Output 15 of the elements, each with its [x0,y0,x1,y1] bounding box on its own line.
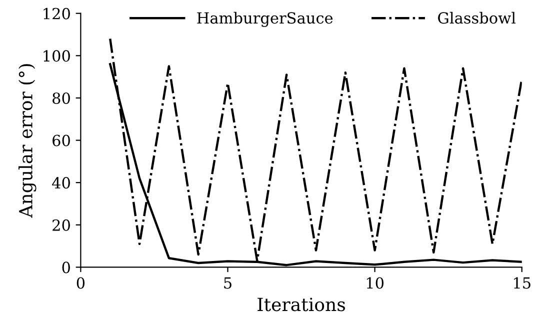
y-tick-label: 20 [52,219,70,231]
y-tick-label: 80 [52,92,70,104]
x-tick-label: 10 [366,277,384,289]
y-tick-label: 0 [62,262,70,274]
x-tick-label: 5 [224,277,232,289]
y-tick-label: 120 [44,8,70,20]
x-axis-title: Iterations [258,298,345,312]
x-tick-label: 0 [76,277,85,289]
y-tick-label: 100 [44,50,70,62]
y-tick-label: 60 [52,134,70,146]
x-tick-label: 15 [514,277,530,289]
legend-label: HamburgerSauce [197,12,333,27]
y-tick-label: 40 [52,177,70,189]
legend-label: Glassbowl [438,12,516,24]
y-axis-title: Angular error (°) [18,64,36,218]
